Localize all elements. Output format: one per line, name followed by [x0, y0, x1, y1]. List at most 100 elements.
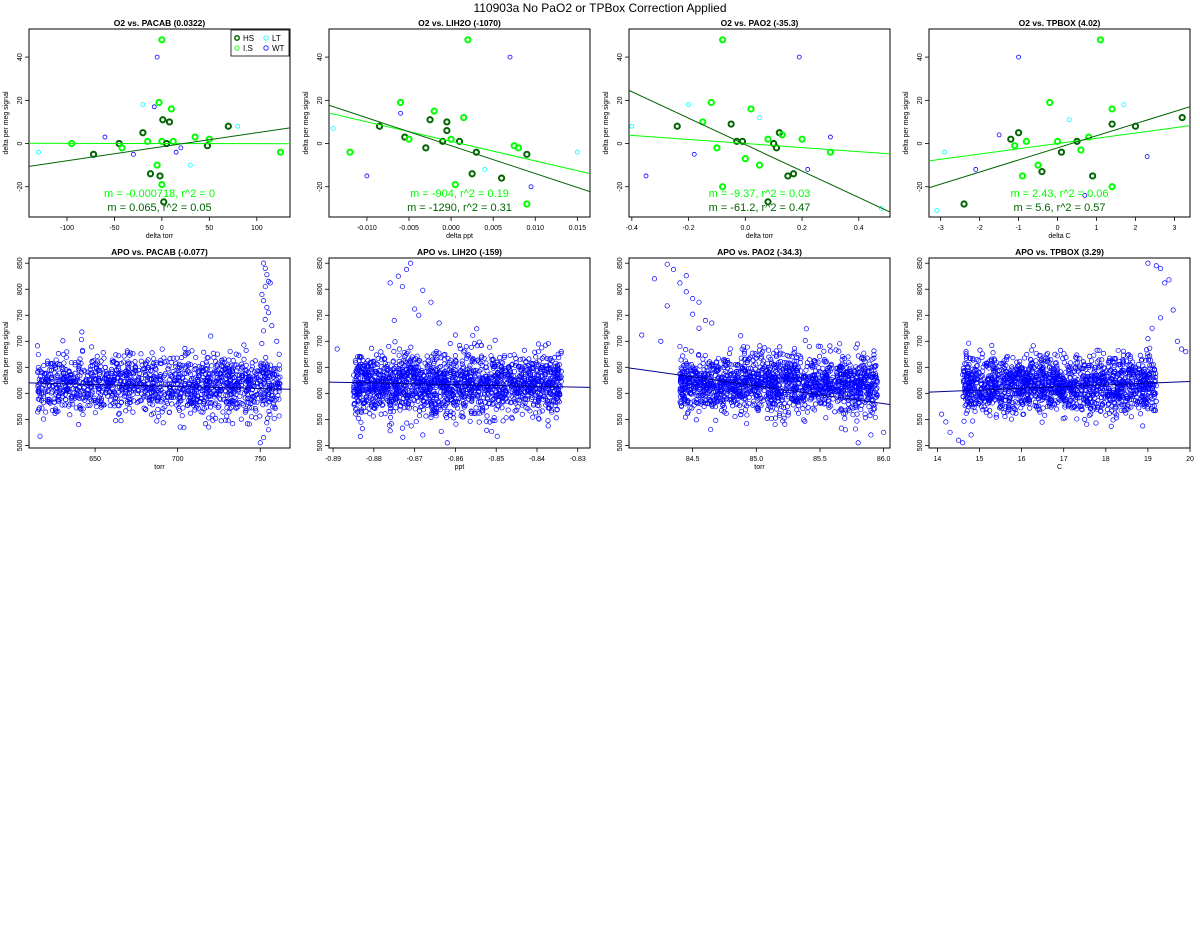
- x-tick-label: -0.84: [529, 456, 545, 463]
- data-point: [118, 379, 124, 385]
- data-point: [59, 364, 65, 370]
- data-point: [426, 116, 434, 124]
- data-point: [810, 387, 816, 394]
- data-point: [872, 414, 878, 420]
- data-point: [523, 359, 529, 365]
- data-point: [788, 362, 795, 368]
- data-point: [432, 400, 438, 406]
- data-point: [185, 349, 191, 356]
- x-tick-label: 85.5: [813, 456, 827, 463]
- data-point: [754, 371, 760, 378]
- data-point: [42, 379, 48, 385]
- data-point: [109, 386, 116, 392]
- data-point: [683, 347, 689, 353]
- data-point: [141, 394, 147, 400]
- data-point: [235, 380, 241, 386]
- data-point: [536, 416, 542, 422]
- data-point: [554, 391, 560, 397]
- data-point: [706, 396, 712, 403]
- data-point: [800, 380, 807, 386]
- data-point: [447, 341, 453, 347]
- data-point: [535, 378, 541, 384]
- data-point: [162, 370, 168, 377]
- data-point: [365, 364, 371, 370]
- data-point: [201, 349, 207, 355]
- data-point: [218, 418, 224, 424]
- data-point: [137, 397, 143, 403]
- data-point: [523, 200, 531, 208]
- data-point: [385, 376, 391, 382]
- data-point: [401, 349, 407, 356]
- data-point: [746, 356, 752, 362]
- x-tick-label: -0.2: [683, 225, 695, 232]
- data-point: [228, 400, 234, 406]
- data-point: [728, 362, 734, 368]
- data-point: [465, 353, 471, 359]
- data-point: [193, 354, 199, 360]
- data-point: [422, 388, 428, 394]
- data-point: [77, 384, 83, 390]
- data-point: [855, 353, 861, 359]
- data-point: [773, 354, 779, 360]
- x-tick-label: -0.87: [407, 456, 423, 463]
- y-axis-label: delta per meg signal: [303, 91, 310, 154]
- data-point: [213, 370, 219, 376]
- outlier-point: [265, 310, 272, 316]
- outlier-point: [269, 323, 275, 329]
- data-point: [60, 370, 66, 376]
- data-point: [718, 407, 725, 414]
- data-point: [762, 364, 768, 370]
- plot-frame: [28, 257, 291, 449]
- data-point: [218, 387, 224, 393]
- data-point: [396, 98, 405, 107]
- data-point: [373, 369, 379, 375]
- data-point: [448, 372, 454, 378]
- data-point: [737, 382, 743, 388]
- data-point: [355, 415, 361, 422]
- data-point: [53, 357, 59, 363]
- data-point: [502, 371, 508, 377]
- y-tick-label: 40: [617, 53, 624, 61]
- data-point: [150, 402, 156, 408]
- data-point: [389, 372, 395, 378]
- data-point: [478, 377, 484, 384]
- data-point: [55, 351, 61, 357]
- data-point: [781, 400, 788, 406]
- data-point: [871, 355, 877, 361]
- data-point: [182, 365, 188, 371]
- data-point: [78, 336, 85, 343]
- fit-annotation: m = 2.43, r^2 = 0.06: [1010, 188, 1108, 200]
- data-point: [252, 406, 258, 412]
- y-tick-label: 0: [317, 141, 324, 145]
- data-point: [691, 386, 697, 392]
- x-axis-label: torr: [154, 464, 165, 471]
- data-point: [126, 396, 132, 403]
- data-point: [738, 394, 744, 400]
- data-point: [330, 126, 336, 131]
- data-point: [257, 388, 263, 394]
- panel-apo-lih2o: APO vs. LIH2O (-159)-0.89 -0.88 -0.87 -0.86…: [303, 247, 591, 471]
- data-point: [741, 351, 748, 357]
- data-point: [473, 405, 479, 411]
- data-point: [378, 385, 385, 391]
- data-point: [540, 389, 546, 395]
- data-point: [470, 356, 476, 362]
- data-point: [370, 369, 376, 375]
- data-point: [371, 393, 377, 399]
- data-point: [36, 149, 41, 155]
- data-point: [245, 380, 251, 386]
- data-point: [41, 416, 47, 422]
- data-point: [162, 380, 168, 386]
- data-point: [130, 409, 136, 415]
- data-point: [365, 375, 371, 381]
- data-point: [459, 358, 465, 364]
- data-point: [366, 397, 372, 403]
- data-point: [364, 173, 370, 179]
- data-point: [455, 137, 464, 145]
- data-point: [753, 355, 759, 361]
- data-point: [792, 383, 798, 389]
- data-point: [806, 374, 812, 380]
- data-point: [476, 419, 482, 425]
- data-point: [789, 392, 795, 398]
- data-point: [375, 122, 384, 130]
